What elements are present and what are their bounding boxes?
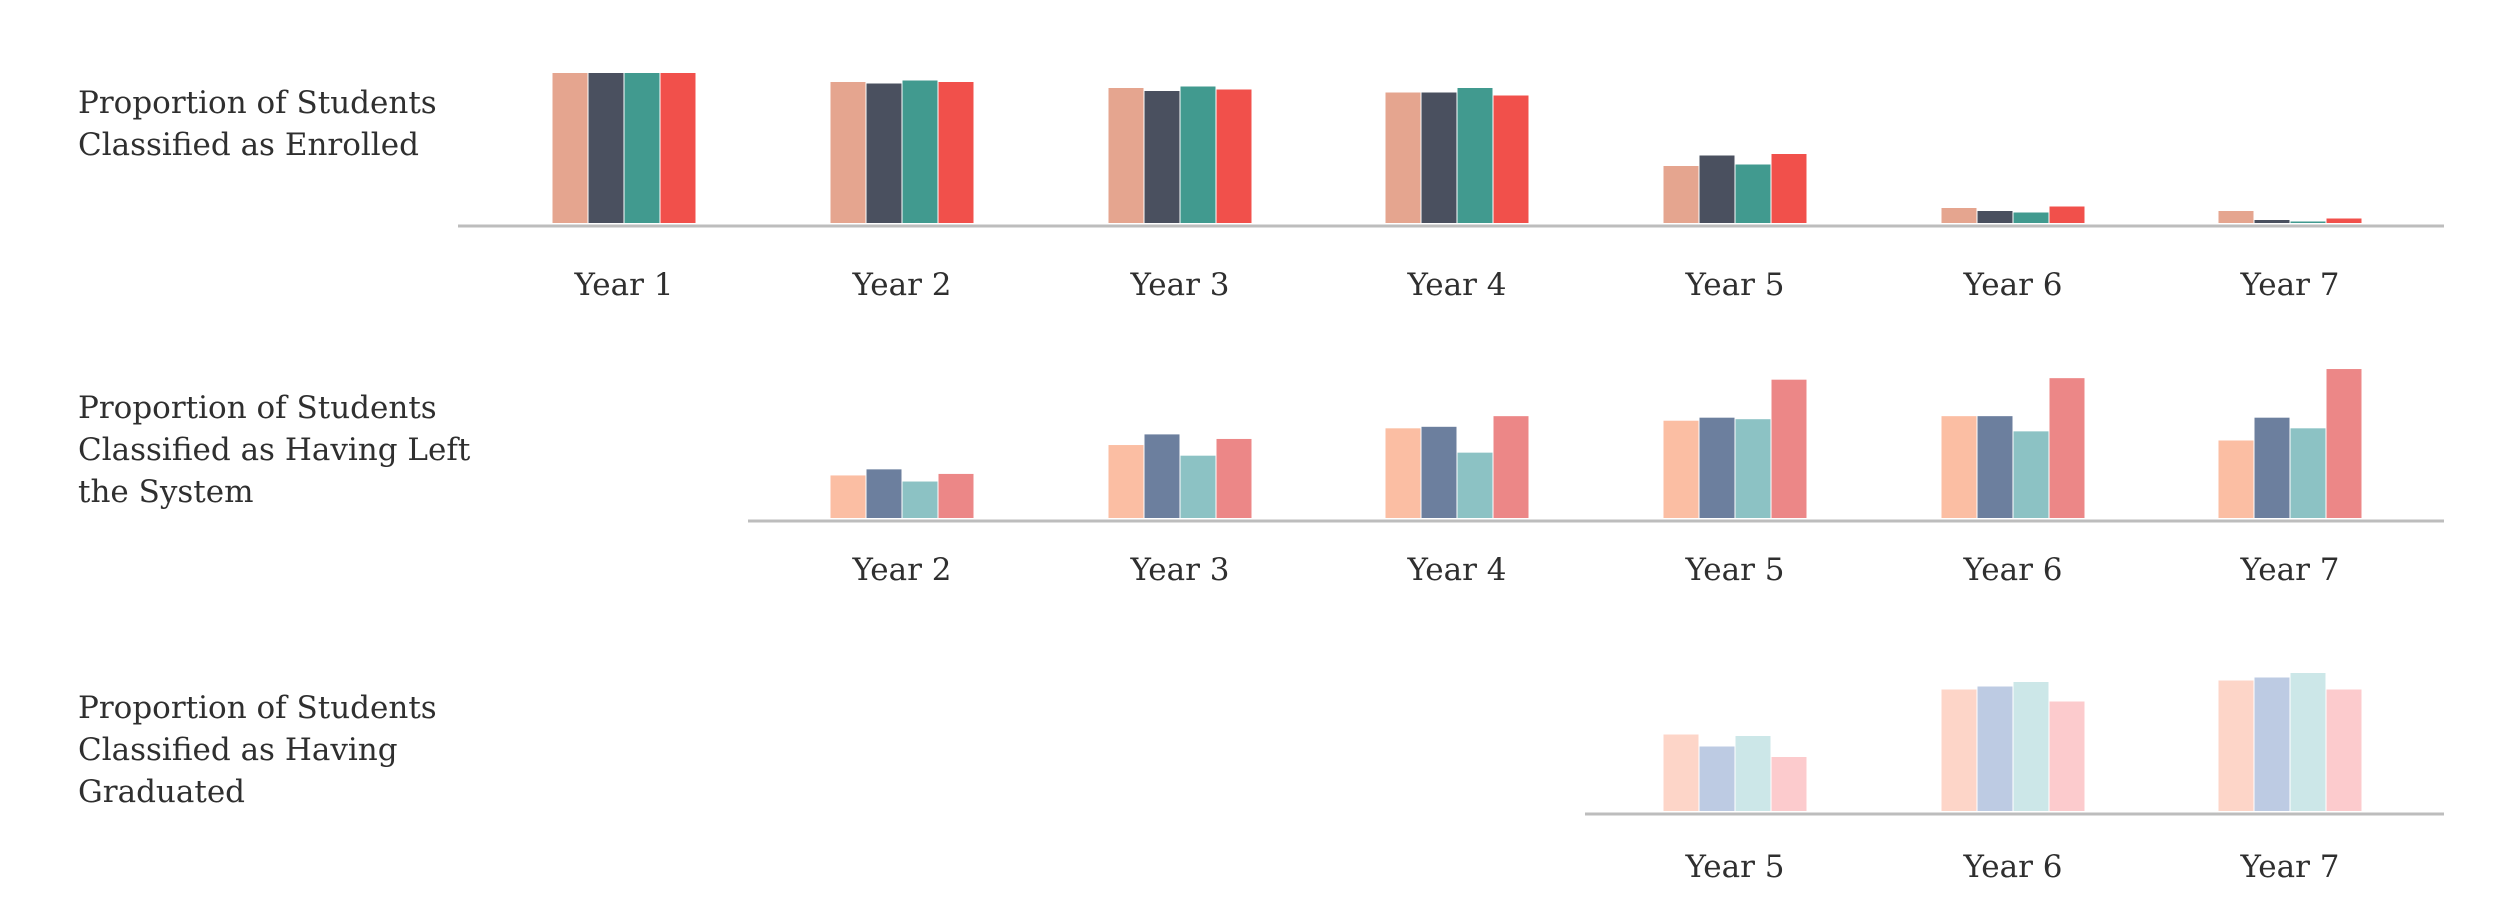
bar-panel-3-year-7-series-4 [2326, 689, 2362, 811]
tick-label-panel-3-year-7: Year 7 [2240, 849, 2340, 885]
bar-panel-3-year-6-series-3 [2013, 682, 2049, 811]
bar-panel-1-year-2-series-4 [938, 82, 974, 223]
tick-label-panel-2-year-6: Year 6 [1963, 552, 2063, 588]
bar-panel-3-year-6-series-2 [1977, 686, 2013, 811]
panel-title-graduated: Proportion of Students Classified as Hav… [78, 690, 437, 810]
bar-panel-1-year-5-series-2 [1699, 155, 1735, 223]
bar-panel-2-year-6-series-3 [2013, 431, 2049, 518]
bar-panel-3-year-5-series-3 [1735, 736, 1771, 811]
bar-panel-2-year-4-series-2 [1421, 426, 1457, 518]
tick-label-panel-3-year-5: Year 5 [1685, 849, 1785, 885]
bar-panel-2-year-6-series-1 [1941, 416, 1977, 518]
bar-panel-2-year-4-series-1 [1385, 428, 1421, 518]
bar-panel-1-year-5-series-4 [1771, 154, 1807, 223]
bar-panel-2-year-2-series-3 [902, 481, 938, 518]
tick-label-panel-2-year-5: Year 5 [1685, 552, 1785, 588]
bar-panel-2-year-7-series-4 [2326, 369, 2362, 518]
bar-panel-1-year-2-series-2 [866, 83, 902, 223]
bar-panel-1-year-6-series-1 [1941, 208, 1977, 223]
bar-panel-2-year-4-series-4 [1493, 416, 1529, 518]
bar-panel-1-year-4-series-3 [1457, 88, 1493, 223]
panel-title-left-system: Proportion of Students Classified as Hav… [78, 390, 471, 510]
bar-panel-3-year-5-series-2 [1699, 746, 1735, 811]
bar-panel-1-year-3-series-4 [1216, 89, 1252, 223]
bar-panel-1-year-7-series-1 [2218, 211, 2254, 223]
tick-label-panel-2-year-2: Year 2 [852, 552, 952, 588]
bar-panel-1-year-4-series-4 [1493, 95, 1529, 223]
bar-panel-3-year-7-series-2 [2254, 677, 2290, 811]
bar-panel-1-year-2-series-3 [902, 80, 938, 223]
bar-panel-2-year-7-series-3 [2290, 428, 2326, 518]
tick-label-panel-3-year-6: Year 6 [1963, 849, 2063, 885]
bar-panel-2-year-3-series-4 [1216, 438, 1252, 518]
tick-label-panel-2-year-3: Year 3 [1130, 552, 1230, 588]
bar-panel-3-year-7-series-3 [2290, 673, 2326, 811]
bar-panel-3-year-6-series-4 [2049, 701, 2085, 811]
tick-label-panel-2-year-7: Year 7 [2240, 552, 2340, 588]
bar-panel-1-year-3-series-1 [1108, 88, 1144, 223]
tick-label-panel-1-year-1: Year 1 [574, 267, 674, 303]
bar-panel-1-year-6-series-4 [2049, 206, 2085, 223]
panel-title-enrolled: Proportion of Students Classified as Enr… [78, 85, 437, 163]
bar-panel-2-year-2-series-4 [938, 473, 974, 518]
bar-panel-1-year-6-series-3 [2013, 212, 2049, 223]
bar-panel-2-year-5-series-4 [1771, 379, 1807, 518]
bar-panel-1-year-4-series-2 [1421, 92, 1457, 223]
tick-label-panel-1-year-7: Year 7 [2240, 267, 2340, 303]
bar-panel-2-year-6-series-4 [2049, 378, 2085, 518]
bar-panel-3-year-6-series-1 [1941, 689, 1977, 811]
bar-panel-3-year-5-series-1 [1663, 734, 1699, 811]
bar-panel-2-year-3-series-1 [1108, 445, 1144, 518]
bar-panel-1-year-4-series-1 [1385, 92, 1421, 223]
bar-panel-2-year-2-series-1 [830, 475, 866, 518]
tick-label-panel-1-year-2: Year 2 [852, 267, 952, 303]
bar-panel-1-year-1-series-1 [552, 73, 588, 223]
bar-panel-3-year-7-series-1 [2218, 680, 2254, 811]
bar-panel-1-year-1-series-3 [624, 73, 660, 223]
bar-panel-2-year-3-series-2 [1144, 434, 1180, 518]
bar-panel-1-year-3-series-3 [1180, 86, 1216, 223]
bar-panel-2-year-3-series-3 [1180, 455, 1216, 518]
bar-panel-1-year-1-series-4 [660, 73, 696, 223]
bar-panel-1-year-7-series-3 [2290, 221, 2326, 223]
bar-panel-1-year-2-series-1 [830, 82, 866, 223]
bar-panel-1-year-1-series-2 [588, 73, 624, 223]
bar-panel-2-year-5-series-2 [1699, 417, 1735, 518]
bar-panel-2-year-7-series-1 [2218, 440, 2254, 518]
tick-label-panel-1-year-3: Year 3 [1130, 267, 1230, 303]
bar-panel-2-year-7-series-2 [2254, 417, 2290, 518]
tick-label-panel-1-year-5: Year 5 [1685, 267, 1785, 303]
bar-panel-1-year-3-series-2 [1144, 91, 1180, 223]
tick-label-panel-1-year-6: Year 6 [1963, 267, 2063, 303]
bar-panel-1-year-7-series-4 [2326, 218, 2362, 223]
tick-label-panel-2-year-4: Year 4 [1407, 552, 1507, 588]
bar-panel-2-year-5-series-1 [1663, 420, 1699, 518]
bar-panel-1-year-5-series-3 [1735, 164, 1771, 223]
bar-panel-2-year-6-series-2 [1977, 416, 2013, 518]
bar-panel-2-year-2-series-2 [866, 469, 902, 518]
bar-panel-2-year-4-series-3 [1457, 452, 1493, 518]
bar-panel-3-year-5-series-4 [1771, 757, 1807, 811]
bar-panel-1-year-5-series-1 [1663, 166, 1699, 223]
bar-panel-2-year-5-series-3 [1735, 419, 1771, 518]
bar-panel-1-year-6-series-2 [1977, 211, 2013, 223]
tick-label-panel-1-year-4: Year 4 [1407, 267, 1507, 303]
bar-panel-1-year-7-series-2 [2254, 220, 2290, 223]
